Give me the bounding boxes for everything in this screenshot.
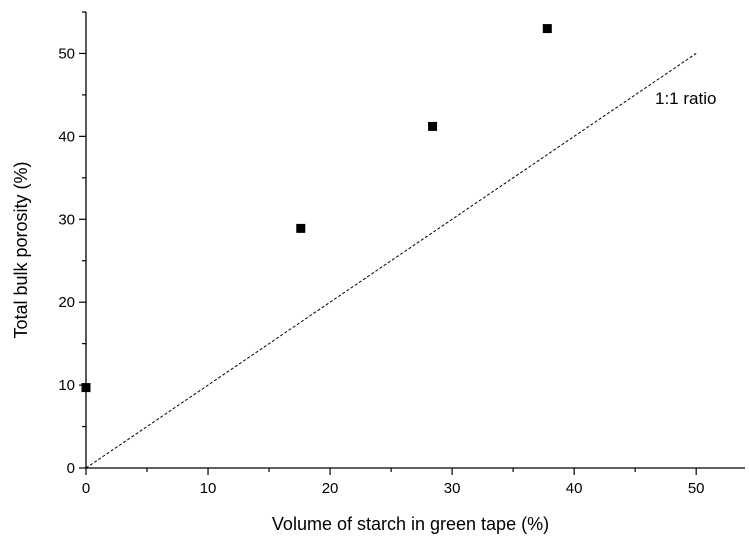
x-tick-label: 50	[688, 480, 705, 497]
x-axis-ticks: 0 10 20 30 40 50	[82, 468, 705, 497]
x-tick-label: 30	[444, 480, 461, 497]
y-tick-label: 30	[58, 211, 75, 228]
y-tick-label: 0	[67, 460, 75, 477]
y-tick-label: 50	[58, 45, 75, 62]
y-axis-title: Total bulk porosity (%)	[11, 161, 31, 338]
y-axis-ticks: 0 10 20 30 40 50	[58, 11, 86, 477]
y-tick-label: 20	[58, 294, 75, 311]
data-point	[428, 121, 438, 131]
x-tick-label: 20	[322, 480, 339, 497]
data-point	[542, 24, 552, 34]
data-points	[81, 24, 552, 393]
x-axis-title: Volume of starch in green tape (%)	[272, 514, 549, 534]
reference-line-label: 1:1 ratio	[655, 89, 716, 108]
y-tick-label: 40	[58, 128, 75, 145]
data-point	[81, 383, 91, 393]
plot-frame	[85, 12, 745, 469]
reference-line-group	[85, 53, 697, 469]
y-tick-label: 10	[58, 377, 75, 394]
data-point	[296, 223, 306, 233]
x-tick-label: 40	[566, 480, 583, 497]
x-tick-label: 10	[200, 480, 217, 497]
one-to-one-line	[85, 53, 697, 469]
x-tick-label: 0	[82, 480, 90, 497]
